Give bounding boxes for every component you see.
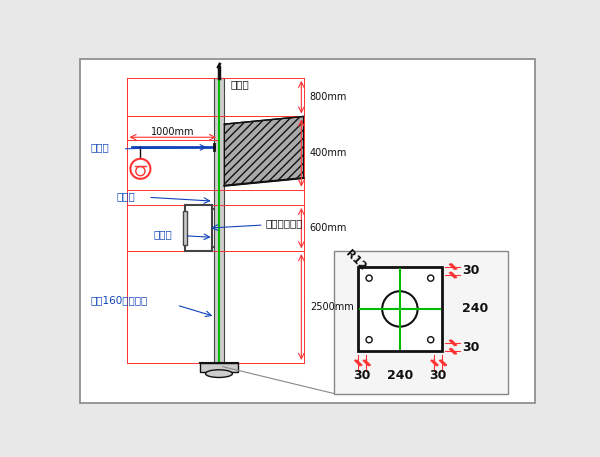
Text: 视频160镀锌立杆: 视频160镀锌立杆 <box>91 295 148 305</box>
Ellipse shape <box>205 370 232 377</box>
Text: 外挂控制机箱: 外挂控制机箱 <box>265 218 302 228</box>
Circle shape <box>366 337 372 343</box>
Text: 600mm: 600mm <box>310 223 347 233</box>
Text: 1000mm: 1000mm <box>151 127 194 137</box>
Bar <box>183 211 187 245</box>
Circle shape <box>136 166 145 176</box>
Text: 30: 30 <box>430 369 447 383</box>
Text: 进线孔: 进线孔 <box>154 229 172 239</box>
Text: 400mm: 400mm <box>310 148 347 158</box>
Text: 30: 30 <box>462 264 479 277</box>
Text: 240: 240 <box>462 303 488 315</box>
Circle shape <box>428 337 434 343</box>
Bar <box>334 251 508 393</box>
Circle shape <box>366 275 372 281</box>
Text: 进线孔: 进线孔 <box>116 191 135 201</box>
Text: 2500mm: 2500mm <box>310 302 353 312</box>
Text: 800mm: 800mm <box>310 92 347 102</box>
Text: 30: 30 <box>353 369 370 383</box>
Circle shape <box>382 291 418 327</box>
Text: 避雷针: 避雷针 <box>230 79 249 89</box>
Text: R12: R12 <box>344 249 368 272</box>
Text: 进线孔: 进线孔 <box>91 142 109 152</box>
Text: 30: 30 <box>462 340 479 354</box>
Bar <box>358 266 442 351</box>
Circle shape <box>130 159 151 179</box>
Circle shape <box>428 275 434 281</box>
Polygon shape <box>224 117 304 186</box>
Bar <box>185 205 212 251</box>
Text: 240: 240 <box>387 369 413 383</box>
Bar <box>214 78 224 363</box>
Bar <box>200 363 238 372</box>
